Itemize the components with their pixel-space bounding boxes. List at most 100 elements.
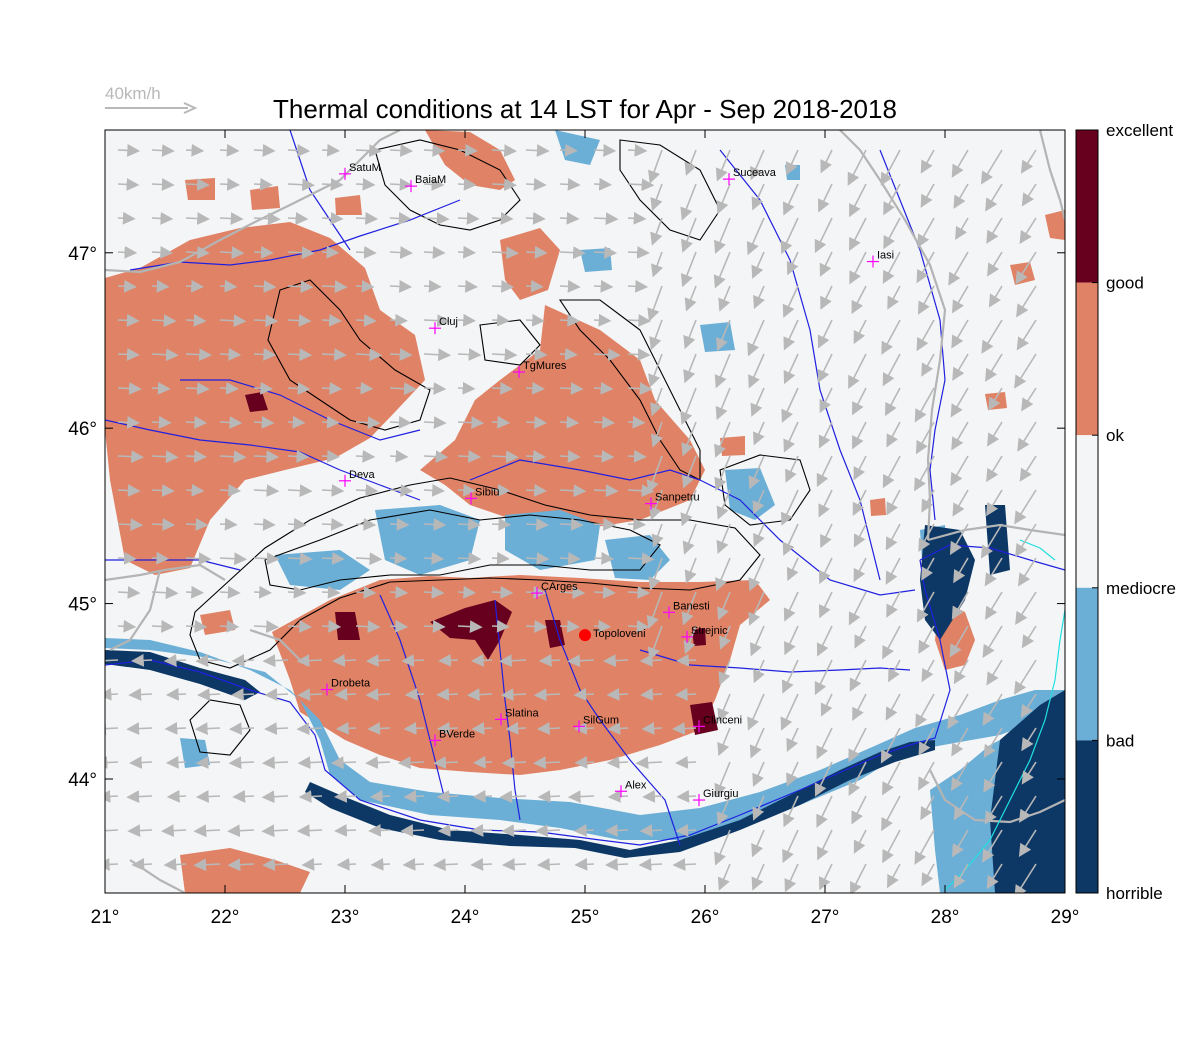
wind-arrow bbox=[253, 585, 272, 599]
wind-arrow bbox=[369, 789, 391, 803]
wind-arrow bbox=[219, 381, 239, 395]
wind-arrow bbox=[457, 381, 476, 395]
wind-arrow bbox=[334, 688, 357, 701]
rivers bbox=[105, 130, 1065, 846]
wind-arrow bbox=[820, 149, 833, 174]
wind-arrow bbox=[921, 557, 935, 581]
wind-arrow bbox=[457, 552, 482, 565]
wind-arrow bbox=[261, 790, 289, 804]
wind-arrow bbox=[751, 829, 765, 858]
wind-arrow bbox=[321, 245, 340, 259]
wind-arrow bbox=[749, 625, 765, 657]
wind-arrow bbox=[714, 829, 731, 866]
wind-arrow bbox=[593, 484, 619, 498]
wind-arrow bbox=[423, 348, 452, 362]
wind-arrow bbox=[951, 149, 969, 178]
wind-arrow bbox=[882, 761, 901, 796]
legend-swatch bbox=[1076, 587, 1098, 741]
wind-arrow bbox=[128, 688, 153, 701]
wind-arrow bbox=[648, 149, 663, 184]
wind-arrow bbox=[457, 416, 485, 430]
wind-arrow bbox=[321, 178, 344, 191]
wind-arrow bbox=[853, 455, 867, 481]
wind-arrow bbox=[849, 217, 867, 252]
wind-arrow bbox=[921, 489, 935, 513]
city-clinceni: Clinceni bbox=[693, 714, 742, 733]
wind-arrow bbox=[151, 212, 174, 225]
wind-arrow bbox=[983, 761, 1003, 793]
wind-arrow bbox=[887, 285, 901, 310]
city-strejnic: Strejnic bbox=[681, 625, 728, 643]
wind-arrow bbox=[627, 415, 646, 429]
wind-arrow bbox=[402, 858, 425, 871]
wind-arrow bbox=[491, 212, 514, 225]
wind-arrow bbox=[852, 693, 867, 721]
wind-arrow bbox=[1021, 183, 1037, 207]
wind-arrow bbox=[852, 421, 867, 450]
legend-label: bad bbox=[1106, 731, 1134, 750]
wind-arrow bbox=[403, 790, 425, 803]
city-label: Sanpetru bbox=[655, 492, 700, 504]
wind-arrow bbox=[355, 381, 374, 395]
wind-arrow bbox=[491, 619, 510, 633]
wind-arrow bbox=[321, 585, 341, 599]
wind-arrow bbox=[982, 625, 1003, 659]
wind-arrow bbox=[368, 824, 391, 837]
wind-arrow bbox=[785, 455, 799, 483]
wind-arrow bbox=[457, 450, 482, 463]
wind-arrow bbox=[651, 421, 664, 448]
y-tick-label: 44° bbox=[68, 770, 97, 791]
wind-arrow bbox=[750, 387, 765, 417]
wind-arrow bbox=[129, 756, 153, 769]
wind-arrow bbox=[127, 824, 153, 838]
wind-arrow bbox=[593, 212, 619, 225]
city-label: TgMures bbox=[523, 360, 567, 372]
wind-arrow bbox=[882, 829, 901, 864]
wind-arrow bbox=[400, 824, 425, 837]
wind-arrow bbox=[559, 178, 581, 191]
wind-arrow bbox=[1018, 795, 1037, 823]
wind-arrow bbox=[457, 245, 477, 259]
wind-arrow bbox=[784, 863, 799, 893]
wind-arrow bbox=[432, 858, 459, 872]
wind-arrow bbox=[982, 829, 1003, 863]
wind-arrow bbox=[1016, 285, 1037, 318]
wind-arrow bbox=[253, 280, 277, 293]
wind-arrow bbox=[491, 382, 514, 395]
borders bbox=[105, 130, 1065, 893]
wind-arrow bbox=[713, 251, 731, 289]
wind-arrow bbox=[423, 450, 449, 463]
wind-arrow bbox=[166, 789, 187, 803]
wind-arrow bbox=[185, 483, 205, 497]
legend-swatch bbox=[1076, 435, 1098, 588]
wind-arrow bbox=[627, 517, 647, 531]
wind-arrow bbox=[525, 416, 548, 429]
city-suceava: Suceava bbox=[723, 167, 777, 186]
wind-arrow bbox=[219, 246, 245, 259]
wind-arrow bbox=[355, 279, 375, 293]
wind-arrow bbox=[951, 591, 969, 620]
city-markers: SatuM BaiaM Suceava Iasi Cluj TgMures Deva Sibi… bbox=[321, 162, 894, 807]
city-baiam: BaiaM bbox=[405, 174, 446, 193]
wind-arrow bbox=[953, 659, 969, 685]
wind-arrow bbox=[423, 518, 447, 531]
wind-arrow bbox=[627, 178, 655, 192]
wind-arrow bbox=[253, 144, 276, 157]
wind-arrow bbox=[334, 824, 357, 837]
wind-arrow bbox=[753, 523, 765, 548]
wind-arrow bbox=[105, 790, 119, 803]
wind-arrow bbox=[988, 387, 1003, 411]
wind-arrow bbox=[986, 659, 1003, 686]
wind-arrow bbox=[389, 178, 413, 191]
wind-arrow bbox=[264, 722, 289, 735]
wind-arrow bbox=[593, 551, 615, 565]
wind-arrow bbox=[219, 416, 243, 429]
wind-arrow bbox=[165, 687, 187, 701]
wind-arrow bbox=[389, 619, 409, 633]
wind-arrow bbox=[117, 348, 140, 361]
wind-arrow bbox=[195, 654, 221, 668]
wind-arrow bbox=[783, 795, 799, 828]
wind-arrow bbox=[559, 143, 578, 157]
wind-arrow bbox=[781, 659, 799, 694]
city-label: SilGum bbox=[583, 714, 619, 726]
